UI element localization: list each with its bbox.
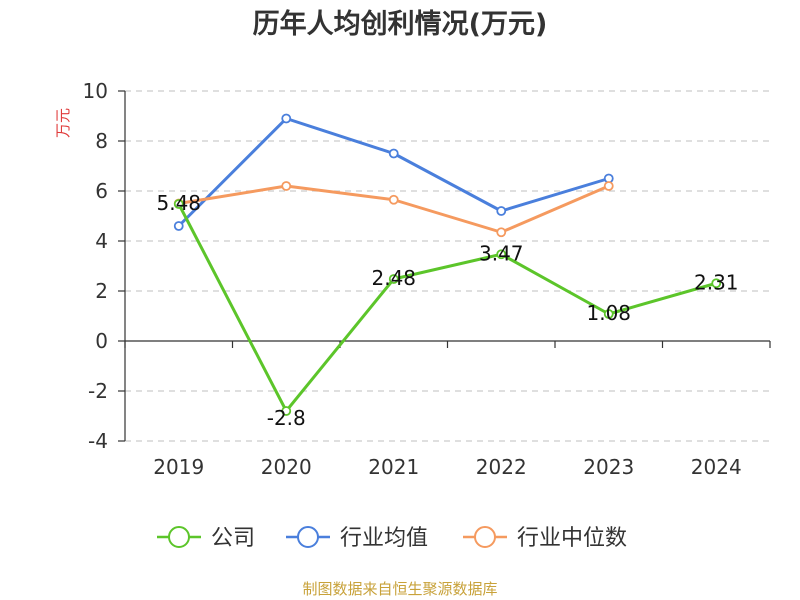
data-point	[603, 181, 614, 191]
y-tick-label: -2	[88, 379, 108, 403]
legend-marker-icon	[168, 526, 190, 548]
y-tick-label: 0	[95, 329, 108, 353]
y-tick-label: 4	[95, 229, 108, 253]
data-point	[603, 309, 614, 319]
data-label: 1.08	[586, 301, 631, 325]
data-label: 3.47	[479, 241, 524, 265]
y-tick-label: 6	[95, 179, 108, 203]
y-tick-label: 8	[95, 129, 108, 153]
data-label: 2.31	[694, 270, 739, 294]
data-point	[173, 199, 184, 209]
data-point	[388, 194, 399, 205]
x-tick-label: 2024	[691, 455, 742, 479]
legend-label: 公司	[211, 526, 255, 551]
y-tick-label: -4	[88, 429, 108, 453]
y-tick-label: 2	[95, 279, 108, 303]
legend-label: 行业均值	[340, 526, 428, 551]
data-label: 2.48	[371, 266, 416, 290]
data-point	[711, 278, 722, 289]
legend-label: 行业中位数	[517, 526, 627, 551]
data-point	[281, 181, 292, 191]
legend-item: 行业均值	[286, 526, 428, 551]
series-industry-mean	[173, 113, 614, 231]
data-point	[281, 113, 292, 124]
x-tick-label: 2020	[261, 455, 312, 479]
data-point	[173, 221, 184, 231]
x-tick-label: 2022	[476, 455, 527, 479]
grid-lines	[125, 90, 770, 442]
axes: -4 -2 0 2 4 6 8 10 2019 2020 2021 2022 2023 2024	[83, 79, 771, 479]
data-point	[388, 148, 399, 159]
legend: 公司 行业均值 行业中位数	[157, 526, 627, 551]
data-label: -2.8	[267, 406, 306, 430]
x-tick-label: 2021	[368, 455, 419, 479]
legend-marker-icon	[297, 526, 319, 548]
legend-marker-icon	[474, 526, 496, 548]
series-lines	[173, 113, 722, 416]
data-point	[496, 249, 507, 260]
series-company	[173, 199, 722, 416]
x-tick-label: 2019	[153, 455, 204, 479]
x-tick-label: 2023	[583, 455, 634, 479]
series-line	[178, 184, 610, 234]
series-line	[177, 203, 717, 413]
data-point	[388, 274, 399, 284]
source-note: 制图数据来自恒生聚源数据库	[302, 580, 497, 598]
data-label: 5.48	[156, 191, 201, 215]
legend-item: 公司	[157, 526, 255, 551]
legend-item: 行业中位数	[463, 526, 627, 551]
data-point	[496, 227, 507, 238]
chart-title: 历年人均创利情况(万元)	[253, 8, 548, 40]
y-tick-label: 10	[83, 79, 108, 103]
y-axis-label: 万元	[54, 108, 72, 138]
series-industry-median	[173, 181, 614, 238]
data-point	[496, 206, 507, 216]
data-point	[281, 406, 292, 416]
data-labels: 5.48 -2.8 2.48 3.47 1.08 2.31	[156, 191, 738, 430]
series-line	[177, 117, 610, 228]
